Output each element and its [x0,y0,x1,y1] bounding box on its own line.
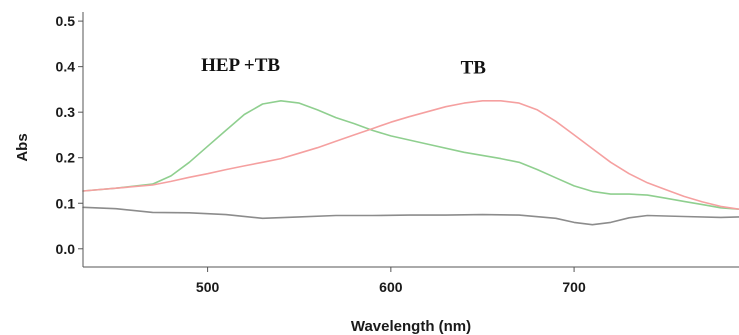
y-axis: 0.0 0.1 0.2 0.3 0.4 0.5 [56,12,84,267]
x-axis-title: Wavelength (nm) [351,318,471,335]
series-line-2 [82,100,739,210]
series-line-1 [82,100,739,210]
y-tick-label: 0.3 [56,104,76,120]
annotation-label-1: HEP +TB [201,55,280,76]
y-tick-label: 0.2 [56,150,76,166]
annotations: HEP +TB TB [201,55,486,78]
series-line-3 [82,206,739,226]
x-tick-label: 500 [196,279,220,295]
y-tick-label: 0.5 [56,13,76,29]
y-tick-label: 0.0 [56,241,76,257]
y-tick-label: 0.1 [56,195,76,211]
y-axis-title: Abs [14,133,31,161]
annotation-label-2: TB [461,57,487,78]
y-tick-label: 0.4 [56,59,76,75]
plot-area [82,100,739,226]
x-tick-label: 600 [379,279,403,295]
x-tick-label: 700 [562,279,586,295]
x-axis: 500 600 700 [83,266,739,295]
